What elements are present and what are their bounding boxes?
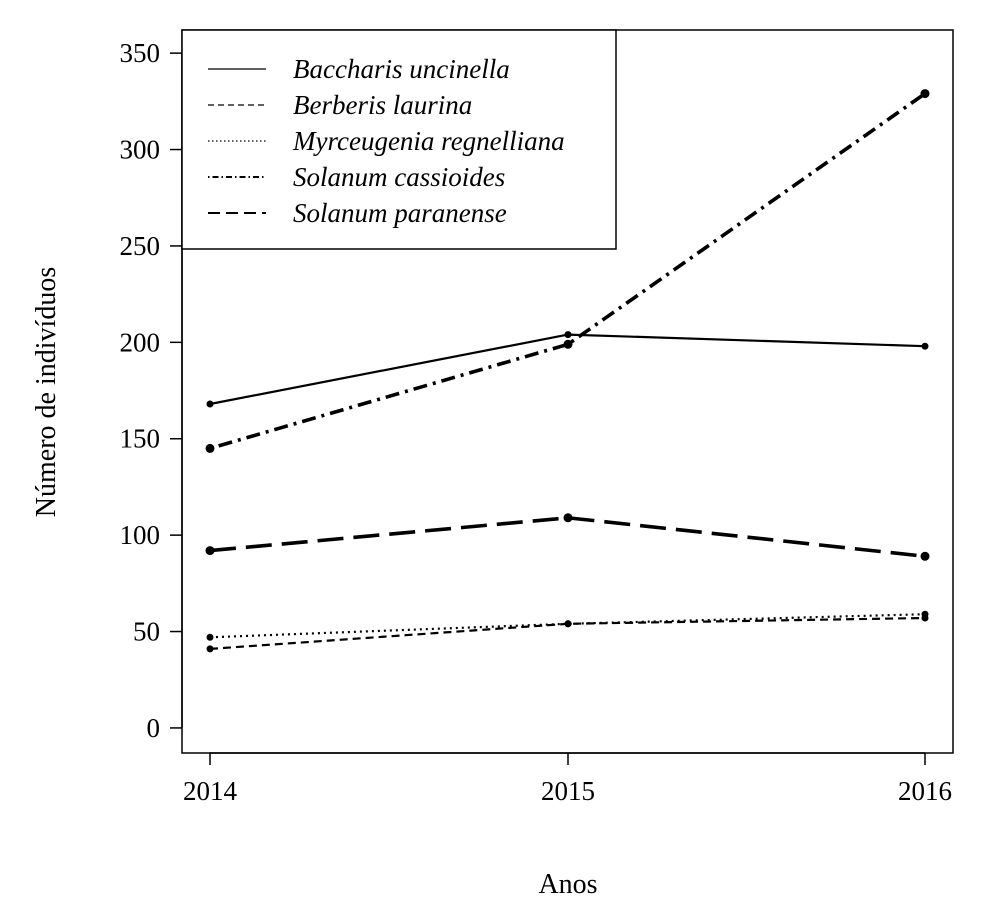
data-point-solanum-cassioides xyxy=(920,89,930,99)
legend-box xyxy=(181,29,617,250)
legend: Baccharis uncinella Berberis laurina Myrce… xyxy=(181,29,617,250)
series-layer xyxy=(205,89,930,653)
y-tick-label: 250 xyxy=(120,231,161,261)
x-axis: 2014 2015 2016 xyxy=(183,752,952,806)
y-tick-label: 300 xyxy=(120,135,161,165)
y-tick-label: 50 xyxy=(133,617,160,647)
data-point-solanum-paranense xyxy=(920,551,930,561)
y-tick-label: 100 xyxy=(120,520,161,550)
x-axis-title: Anos xyxy=(538,869,597,900)
data-point-myrceugenia-regnelliana xyxy=(564,620,572,628)
data-point-berberis-laurina xyxy=(206,645,214,653)
data-point-myrceugenia-regnelliana xyxy=(921,610,929,618)
y-tick-label: 0 xyxy=(147,713,161,743)
data-point-solanum-paranense xyxy=(563,513,573,523)
data-point-baccharis-uncinella xyxy=(921,342,929,350)
y-axis-title: Número de indivíduos xyxy=(31,267,62,517)
y-tick-label: 150 xyxy=(120,424,161,454)
legend-label: Solanum cassioides xyxy=(293,162,505,192)
series-line-solanum-paranense xyxy=(209,515,926,559)
data-point-baccharis-uncinella xyxy=(564,331,572,339)
x-tick-label: 2015 xyxy=(541,776,595,806)
legend-label: Myrceugenia regnelliana xyxy=(292,126,565,156)
data-point-solanum-paranense xyxy=(205,546,215,556)
y-tick-label: 350 xyxy=(120,38,161,68)
y-tick-label: 200 xyxy=(120,327,161,357)
legend-label: Solanum paranense xyxy=(293,198,507,228)
legend-label: Baccharis uncinella xyxy=(293,54,510,84)
data-point-myrceugenia-regnelliana xyxy=(206,633,214,641)
data-point-baccharis-uncinella xyxy=(206,400,214,408)
data-point-solanum-cassioides xyxy=(205,443,215,453)
data-point-solanum-cassioides xyxy=(563,339,573,349)
x-tick-label: 2016 xyxy=(898,776,952,806)
y-axis: 0 50 100 150 200 250 300 350 xyxy=(120,38,183,743)
legend-label: Berberis laurina xyxy=(293,90,472,120)
x-tick-label: 2014 xyxy=(183,776,238,806)
